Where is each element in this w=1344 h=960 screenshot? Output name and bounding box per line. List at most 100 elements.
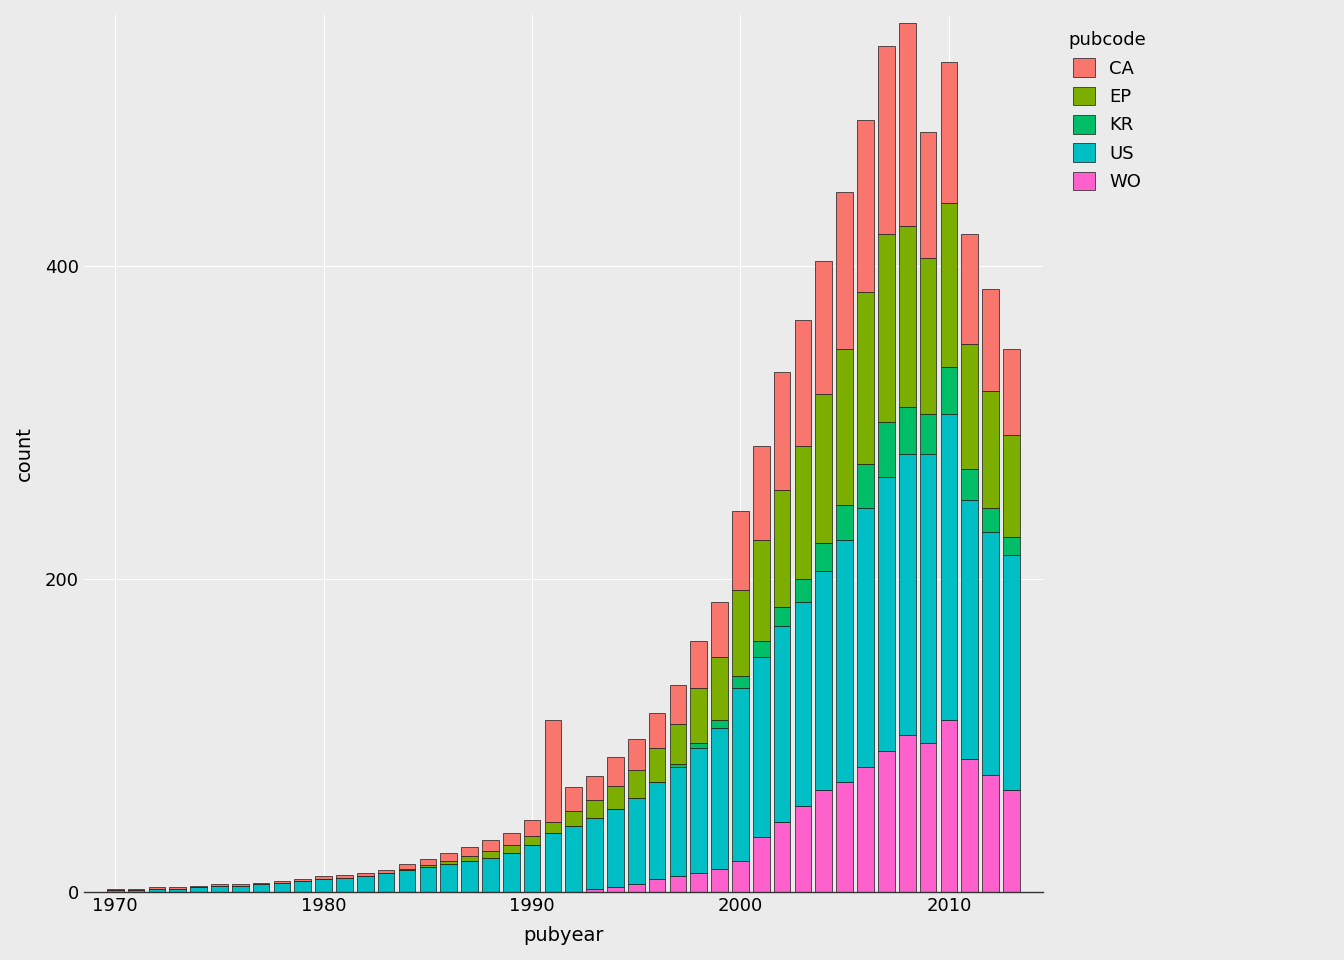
- Bar: [816, 394, 832, 542]
- Bar: [399, 870, 415, 892]
- Bar: [169, 887, 185, 889]
- Bar: [399, 864, 415, 869]
- Bar: [774, 607, 790, 626]
- Bar: [711, 602, 728, 657]
- Bar: [691, 641, 707, 688]
- Bar: [482, 840, 499, 852]
- Bar: [169, 889, 185, 892]
- Bar: [836, 540, 853, 782]
- Bar: [149, 887, 165, 889]
- Bar: [607, 757, 624, 785]
- Bar: [941, 203, 957, 368]
- Bar: [753, 837, 770, 892]
- Bar: [816, 542, 832, 571]
- Bar: [1003, 435, 1020, 537]
- Bar: [691, 748, 707, 874]
- Bar: [441, 861, 457, 864]
- Bar: [941, 415, 957, 720]
- Bar: [358, 876, 374, 892]
- Bar: [857, 465, 874, 509]
- Bar: [711, 728, 728, 869]
- Bar: [358, 874, 374, 876]
- Bar: [524, 835, 540, 845]
- Bar: [982, 289, 999, 391]
- Bar: [628, 884, 645, 892]
- Bar: [941, 720, 957, 892]
- Bar: [774, 822, 790, 892]
- Bar: [233, 886, 249, 892]
- Bar: [836, 782, 853, 892]
- Bar: [482, 852, 499, 857]
- Bar: [982, 509, 999, 532]
- Bar: [628, 738, 645, 770]
- Bar: [732, 589, 749, 676]
- Bar: [774, 372, 790, 490]
- Bar: [941, 62, 957, 203]
- Bar: [628, 798, 645, 884]
- Bar: [732, 688, 749, 861]
- Bar: [816, 571, 832, 790]
- Bar: [108, 889, 124, 891]
- Bar: [191, 887, 207, 892]
- Bar: [524, 820, 540, 835]
- Bar: [711, 657, 728, 720]
- Bar: [128, 891, 144, 892]
- Bar: [836, 505, 853, 540]
- Bar: [378, 874, 395, 892]
- Bar: [919, 257, 937, 415]
- Bar: [774, 490, 790, 607]
- Bar: [732, 861, 749, 892]
- Bar: [336, 875, 353, 878]
- Bar: [628, 770, 645, 798]
- Bar: [878, 751, 895, 892]
- Bar: [794, 579, 812, 602]
- Bar: [316, 876, 332, 879]
- Bar: [753, 540, 770, 641]
- Bar: [586, 800, 603, 819]
- Bar: [669, 876, 687, 892]
- Bar: [691, 874, 707, 892]
- Bar: [607, 809, 624, 887]
- Bar: [899, 453, 915, 735]
- Bar: [669, 763, 687, 767]
- Bar: [836, 192, 853, 348]
- Bar: [961, 759, 978, 892]
- Bar: [128, 889, 144, 891]
- Bar: [586, 776, 603, 800]
- Bar: [503, 852, 520, 892]
- Bar: [294, 881, 310, 892]
- Bar: [794, 805, 812, 892]
- Bar: [253, 884, 269, 892]
- Bar: [566, 810, 582, 827]
- Bar: [607, 785, 624, 809]
- Bar: [316, 879, 332, 892]
- Bar: [274, 882, 290, 892]
- Bar: [982, 391, 999, 509]
- Bar: [336, 878, 353, 892]
- Bar: [711, 869, 728, 892]
- Bar: [941, 368, 957, 415]
- X-axis label: pubyear: pubyear: [523, 926, 603, 945]
- Bar: [544, 832, 562, 892]
- Bar: [732, 512, 749, 589]
- Bar: [108, 891, 124, 892]
- Bar: [961, 500, 978, 759]
- Bar: [211, 886, 227, 892]
- Bar: [441, 852, 457, 861]
- Bar: [419, 867, 437, 892]
- Bar: [649, 879, 665, 892]
- Bar: [461, 847, 478, 856]
- Bar: [857, 767, 874, 892]
- Bar: [149, 889, 165, 892]
- Bar: [816, 790, 832, 892]
- Bar: [503, 832, 520, 845]
- Bar: [753, 657, 770, 837]
- Bar: [1003, 555, 1020, 790]
- Bar: [982, 775, 999, 892]
- Bar: [899, 227, 915, 406]
- Bar: [482, 857, 499, 892]
- Bar: [878, 477, 895, 751]
- Bar: [878, 46, 895, 234]
- Bar: [1003, 790, 1020, 892]
- Bar: [649, 782, 665, 879]
